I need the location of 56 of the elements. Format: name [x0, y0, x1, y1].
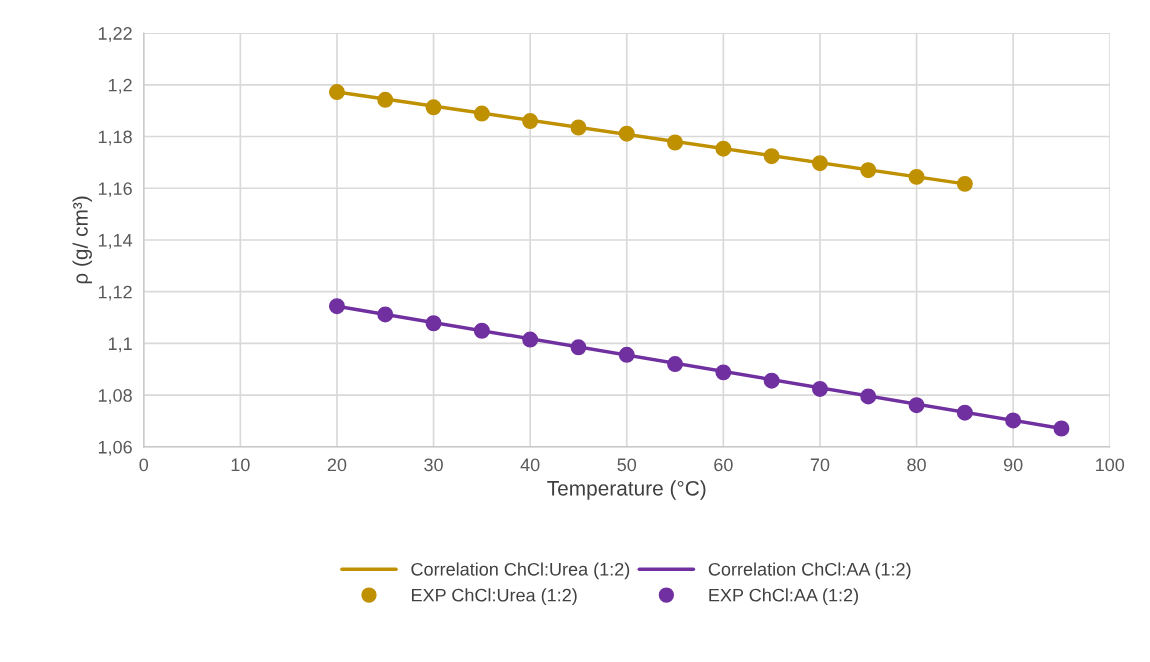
x-tick-label: 60 [714, 458, 733, 472]
y-tick-label: 1,16 [98, 182, 132, 198]
point [908, 397, 925, 414]
point [811, 155, 828, 172]
point [860, 388, 877, 405]
point [667, 134, 684, 151]
x-tick-label: 70 [810, 458, 830, 472]
point [377, 306, 394, 323]
legend-label: EXP ChCl:AA (1:2) [709, 588, 858, 606]
legend-label: Correlation ChCl:AA (1:2) [708, 562, 911, 580]
point [956, 404, 973, 421]
y-axis-title: ρ (g/ cm³) [72, 196, 92, 284]
point [908, 168, 925, 185]
point [1053, 420, 1070, 437]
point [328, 298, 345, 315]
point [618, 125, 635, 142]
point [328, 84, 345, 101]
x-tick-label: 20 [327, 458, 347, 472]
x-tick-label: 40 [520, 458, 540, 472]
point [763, 148, 780, 165]
y-tick-label: 1,1 [108, 337, 132, 353]
point [425, 315, 442, 332]
y-tick-label: 1,06 [98, 440, 132, 456]
x-tick-label: 0 [139, 458, 149, 472]
point [715, 140, 732, 157]
y-tick-label: 1,22 [98, 27, 132, 42]
legend-label: EXP ChCl:Urea (1:2) [412, 588, 577, 606]
point [618, 346, 635, 363]
x-tick-label: 50 [617, 458, 637, 472]
y-tick-label: 1,18 [98, 130, 132, 146]
x-tick-label: 80 [907, 458, 926, 472]
x-tick-label: 90 [1003, 458, 1023, 472]
point [473, 322, 490, 339]
point [956, 175, 973, 192]
point [425, 99, 442, 116]
x-axis-title: Temperature (°C) [547, 480, 706, 500]
point [860, 162, 877, 179]
legend-label: Correlation ChCl:Urea (1:2) [411, 562, 630, 580]
point [522, 331, 539, 348]
point [377, 91, 394, 108]
y-tick-label: 1,08 [98, 389, 132, 404]
point [667, 356, 684, 373]
point [570, 119, 587, 136]
y-tick-label: 1,12 [98, 285, 132, 301]
x-tick-label: 30 [424, 458, 443, 472]
point [522, 113, 539, 130]
point [570, 339, 587, 356]
point [473, 105, 490, 122]
x-tick-label: 10 [231, 458, 250, 472]
point [715, 364, 732, 381]
y-tick-label: 1,2 [108, 78, 132, 94]
y-tick-label: 1,14 [98, 234, 133, 249]
point [811, 380, 828, 397]
x-tick-label: 100 [1096, 458, 1125, 472]
point [1005, 412, 1022, 429]
point [763, 372, 780, 389]
